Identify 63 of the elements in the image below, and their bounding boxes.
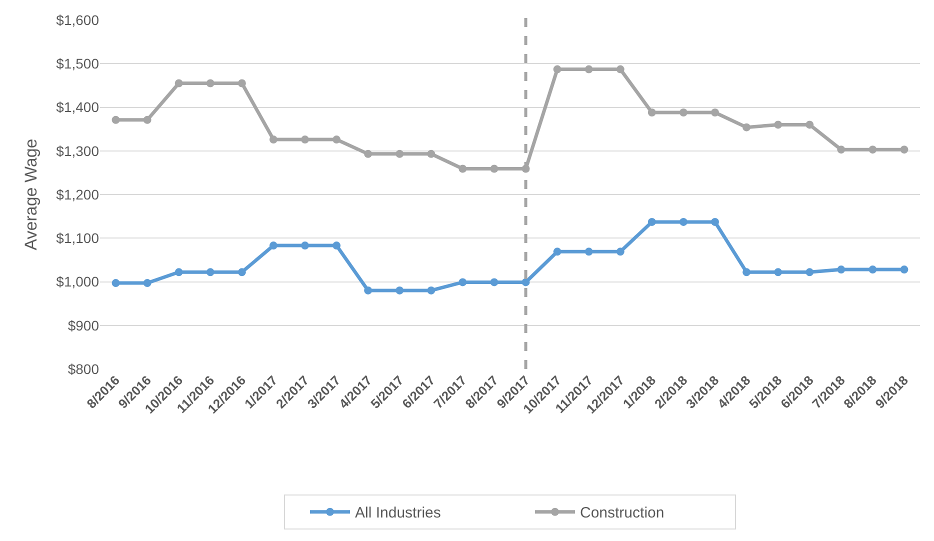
point	[806, 120, 814, 129]
point	[238, 79, 246, 88]
y-tick-label: $1,600	[56, 12, 100, 28]
point	[553, 248, 562, 256]
y-tick-label: $1,100	[56, 230, 100, 246]
point	[648, 218, 656, 226]
point	[332, 242, 341, 250]
point	[774, 268, 782, 276]
point	[837, 266, 846, 274]
point	[711, 108, 719, 116]
point	[806, 268, 814, 276]
point	[679, 218, 688, 226]
point	[174, 268, 183, 276]
point	[711, 218, 719, 226]
point	[396, 286, 404, 294]
point	[332, 136, 341, 144]
point	[900, 266, 908, 274]
point	[396, 150, 404, 158]
point	[112, 279, 120, 288]
point	[679, 108, 688, 116]
point	[522, 278, 530, 286]
point	[143, 279, 152, 288]
point	[458, 278, 467, 286]
point	[774, 120, 782, 129]
y-tick-label: $800	[68, 360, 100, 377]
y-tick-label: $900	[68, 317, 100, 334]
point	[584, 248, 593, 256]
point	[458, 164, 467, 173]
point	[616, 65, 624, 74]
point	[868, 146, 877, 154]
point	[206, 268, 214, 276]
point	[364, 150, 372, 158]
point	[616, 248, 624, 256]
point	[584, 65, 593, 74]
point	[490, 278, 498, 286]
point	[427, 150, 436, 158]
point	[112, 116, 120, 124]
y-tick-label: $1,200	[56, 186, 100, 202]
point	[364, 286, 372, 294]
point	[490, 164, 498, 173]
point	[427, 286, 436, 294]
point	[206, 79, 214, 88]
point	[174, 79, 183, 88]
point	[238, 268, 246, 276]
point	[742, 123, 751, 132]
point	[742, 268, 751, 276]
point	[269, 242, 278, 250]
y-tick-label: $1,500	[56, 56, 100, 72]
point	[900, 146, 908, 154]
point	[301, 242, 309, 250]
point	[553, 65, 562, 74]
legend-label: Construction	[580, 504, 664, 522]
point	[301, 136, 309, 144]
legend-label: All Industries	[355, 504, 441, 522]
y-tick-label: $1,400	[56, 99, 100, 116]
point	[837, 146, 846, 154]
point	[648, 108, 656, 116]
point	[868, 266, 877, 274]
y-axis-title: Average Wage	[22, 138, 41, 250]
point	[143, 116, 152, 124]
y-tick-label: $1,000	[56, 274, 100, 290]
point	[269, 136, 278, 144]
y-tick-label: $1,300	[56, 142, 100, 159]
